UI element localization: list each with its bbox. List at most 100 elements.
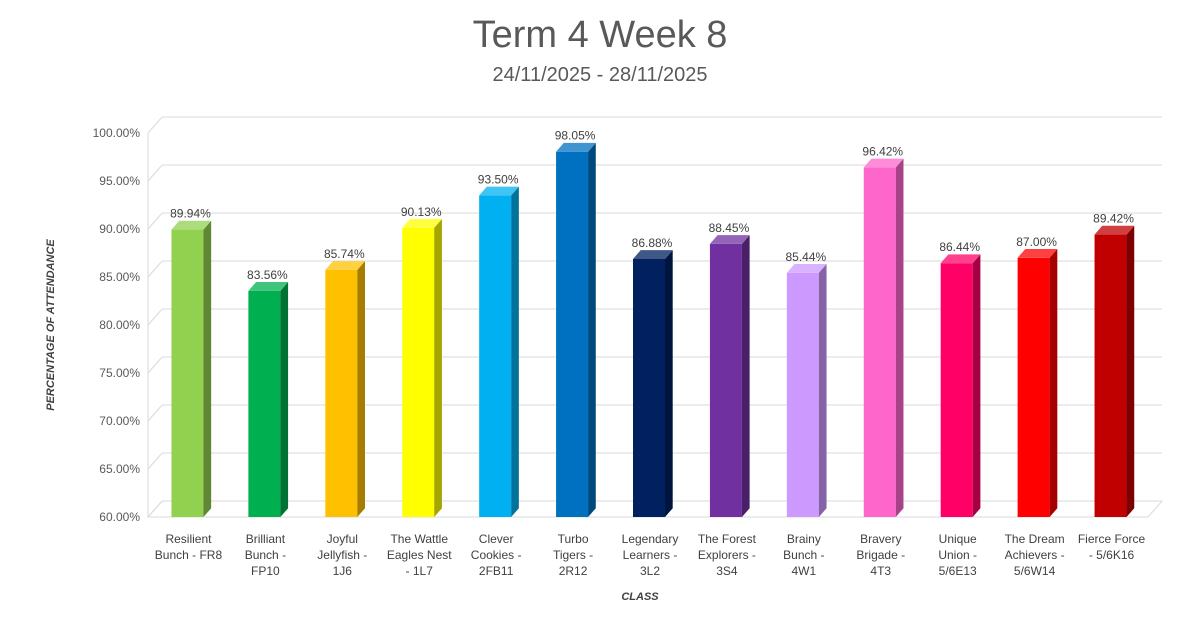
x-tick-label-line: Bunch - FR8: [155, 548, 223, 562]
y-tick-label: 85.00%: [99, 270, 140, 284]
x-tick-label-line: 5/6W14: [1014, 564, 1056, 578]
x-tick-label-line: - 5/6K16: [1089, 548, 1135, 562]
y-axis-title: PERCENTAGE OF ATTENDANCE: [45, 239, 57, 411]
x-tick-label: Bravery Brigade - 4T3: [856, 532, 905, 578]
data-label: 90.13%: [401, 205, 442, 219]
bar-side: [357, 261, 366, 517]
bar-top: [402, 218, 442, 228]
x-tick-label-line: Achievers -: [1005, 548, 1065, 562]
x-tick-label: Resilient Bunch - FR8: [155, 532, 223, 562]
data-label: 88.45%: [709, 221, 750, 235]
x-tick-label-line: 1J6: [333, 564, 353, 578]
x-tick-label-line: Brainy: [787, 532, 821, 546]
x-tick-label-line: The Dream: [1005, 532, 1065, 546]
x-tick-label-line: 5/6E13: [939, 564, 977, 578]
x-tick-label-line: 3S4: [716, 564, 738, 578]
x-tick-label-line: Jellyfish -: [317, 548, 367, 562]
x-tick-label: Fierce Force - 5/6K16: [1078, 532, 1146, 562]
bar-top: [940, 254, 981, 264]
x-tick-label-line: Union -: [938, 548, 977, 562]
gridline: [147, 260, 1162, 278]
x-tick-label: Legendary Learners - 3L2: [622, 532, 679, 578]
x-tick-label-line: Bunch -: [783, 548, 824, 562]
bar-side: [434, 218, 442, 517]
bar-front: [1094, 234, 1127, 517]
data-label: 85.74%: [324, 247, 365, 261]
x-tick-label-line: Brigade -: [856, 548, 905, 562]
x-tick-label-line: Fierce Force: [1078, 532, 1146, 546]
bar-side: [203, 220, 212, 517]
x-tick-label-line: 2FB11: [479, 564, 514, 578]
x-tick-label: Brainy Bunch - 4W1: [783, 532, 824, 578]
y-tick-label: 65.00%: [99, 462, 140, 476]
bar-top: [479, 186, 519, 196]
bar-top: [1094, 225, 1135, 235]
data-label: 86.88%: [632, 236, 673, 250]
x-tick-label-line: 4W1: [792, 564, 817, 578]
x-tick-label: Unique Union - 5/6E13: [938, 532, 977, 578]
x-tick-label-line: Learners -: [623, 548, 678, 562]
x-tick-label-line: Cookies -: [471, 548, 522, 562]
bar-side: [1049, 249, 1058, 517]
bar-top: [1017, 249, 1058, 258]
bar-front: [1017, 257, 1050, 517]
data-label: 86.44%: [939, 240, 980, 254]
bar-side: [895, 158, 904, 517]
chart-subtitle: 24/11/2025 - 28/11/2025: [492, 64, 708, 86]
bar-side: [1126, 225, 1135, 517]
bar-top: [786, 263, 827, 273]
data-label: 87.00%: [1016, 235, 1057, 249]
y-tick-label: 100.00%: [93, 126, 141, 140]
gridline: [147, 404, 1162, 422]
data-label: 98.05%: [555, 129, 596, 143]
x-tick-label-line: Legendary: [622, 532, 679, 546]
x-tick-label-line: Resilient: [165, 532, 212, 546]
bar-front: [709, 243, 742, 517]
x-tick-label-line: 3L2: [640, 564, 660, 578]
data-label: 96.42%: [862, 144, 903, 158]
x-tick-label-line: Clever: [479, 532, 514, 546]
x-tick-label: Turbo Tigers - 2R12: [553, 532, 593, 578]
data-label: 83.56%: [247, 268, 288, 282]
bar-front: [556, 151, 589, 517]
bar-top: [863, 158, 904, 168]
x-tick-label-line: Brilliant: [246, 532, 286, 546]
bar-front: [171, 229, 204, 518]
bar-top: [633, 250, 673, 259]
x-tick-label-line: 2R12: [559, 564, 588, 578]
x-axis-title: CLASS: [621, 591, 659, 603]
chart-title: Term 4 Week 8: [472, 14, 728, 56]
gridline: [147, 212, 1162, 230]
bar-top: [248, 282, 289, 291]
bar-top: [171, 220, 212, 230]
x-tick-label-line: FP10: [251, 564, 280, 578]
bar-top: [556, 142, 596, 152]
x-tick-label-line: Joyful: [327, 532, 358, 546]
gridline: [147, 308, 1162, 326]
bar-front: [248, 290, 281, 517]
data-label: 85.44%: [785, 250, 826, 264]
bar-front: [633, 258, 665, 517]
x-tick-label-line: Bravery: [860, 532, 901, 546]
bar-side: [588, 142, 596, 518]
x-tick-label-line: Tigers -: [553, 548, 593, 562]
gridline: [147, 356, 1162, 374]
bar-front: [940, 263, 973, 517]
bar-side: [972, 254, 981, 517]
x-tick-label-line: Unique: [939, 532, 977, 546]
x-tick-label: Joyful Jellyfish - 1J6: [317, 532, 367, 578]
x-tick-label: The Dream Achievers - 5/6W14: [1005, 532, 1065, 578]
gridline: [147, 452, 1162, 470]
x-tick-label: The Wattle Eagles Nest - 1L7: [387, 532, 452, 578]
y-tick-label: 80.00%: [99, 318, 140, 332]
data-label: 89.42%: [1093, 212, 1134, 226]
x-tick-label-line: Eagles Nest: [387, 548, 452, 562]
x-tick-label: The Forest Explorers - 3S4: [698, 532, 757, 578]
bar-side: [741, 235, 750, 517]
bar-side: [818, 263, 827, 517]
y-tick-label: 95.00%: [99, 174, 140, 188]
bar-front: [402, 227, 435, 517]
bar-side: [511, 186, 519, 517]
bar-side: [665, 250, 673, 518]
